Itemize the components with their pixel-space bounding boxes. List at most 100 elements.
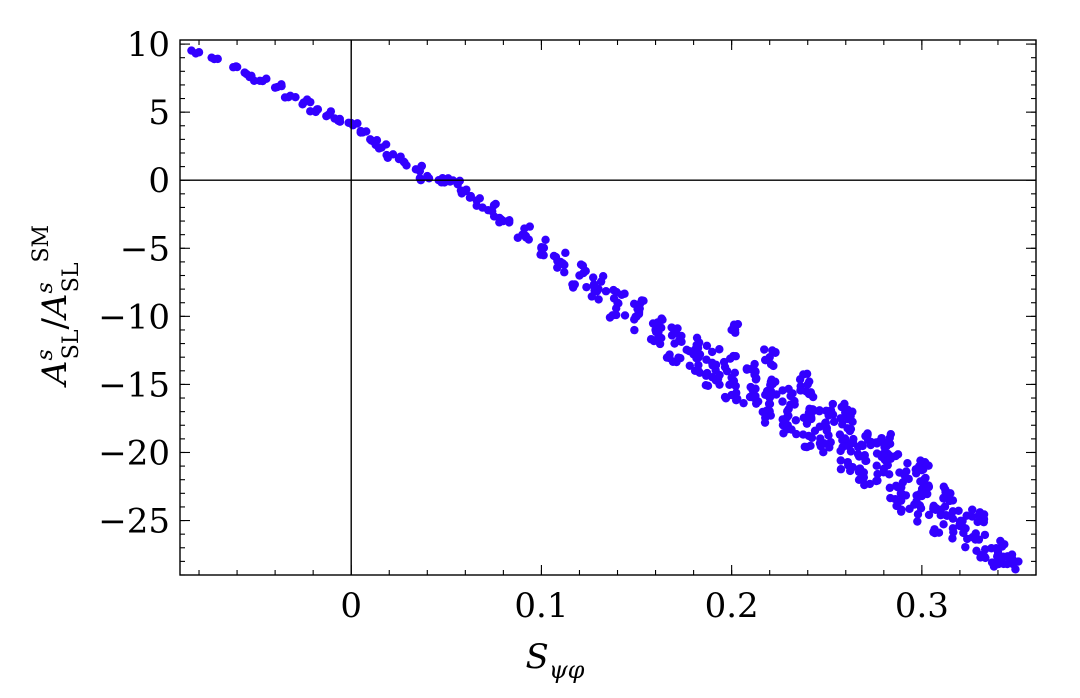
data-point [424,174,434,183]
data-point [561,248,570,258]
data-point [769,361,778,371]
data-point [804,377,814,386]
data-point [862,456,871,465]
data-point [783,407,792,416]
data-point [280,93,290,102]
y-axis-title: AsSL/AsSLSM [29,225,84,388]
data-point [863,436,873,445]
data-point [671,328,681,338]
data-point [804,408,814,418]
data-point [353,119,362,128]
y-axis-title-num-base: A [35,361,75,389]
x-tick-label: 0.2 [705,586,759,626]
data-point [849,434,858,444]
y-tick-label: −20 [98,433,170,473]
data-point [916,477,925,486]
data-point [750,366,760,376]
data-point [853,450,863,459]
data-point [863,429,872,438]
data-point [702,341,712,351]
data-point [730,368,740,378]
data-point [872,461,881,470]
data-point [948,514,958,523]
data-point [611,304,621,313]
data-point [415,166,425,176]
y-tick-label: 10 [127,25,170,65]
data-point [456,186,466,195]
data-point [589,282,599,291]
data-point [277,80,286,89]
data-point [751,384,760,393]
data-point [685,361,695,370]
data-point [761,413,770,422]
y-axis-title-den-sup-s: s [33,282,58,293]
data-point [478,203,487,212]
data-point [836,465,846,474]
data-point [291,92,300,102]
data-point [821,418,830,428]
data-point [873,476,882,485]
data-point [762,386,772,396]
data-point [612,287,621,297]
data-point [438,174,447,183]
data-point [630,325,639,335]
data-point [513,233,523,242]
data-point [819,447,828,457]
data-point [487,207,497,216]
data-point [971,535,980,544]
data-point [725,380,734,389]
data-point [739,398,748,408]
data-point [588,273,598,282]
data-point [815,407,824,416]
x-tick-label: 0 [340,586,362,626]
y-axis-title-den-sup-sm: SM [29,225,54,263]
data-point [711,366,720,375]
data-point [891,451,900,461]
data-point [629,299,639,309]
data-point [249,76,259,85]
data-point [948,534,957,543]
data-point [729,322,738,331]
data-point [751,375,761,384]
data-point [677,337,686,346]
data-point [791,416,801,425]
data-point [620,311,630,320]
y-tick-label: −25 [98,502,170,542]
x-tick-label: 0.1 [514,586,568,626]
data-point [475,194,485,203]
data-point [939,520,948,529]
data-point [570,280,579,289]
data-point [997,542,1007,551]
data-point [924,482,934,492]
data-point [731,381,740,391]
data-point [828,410,838,419]
data-point [989,562,999,571]
data-point [929,527,938,537]
data-point [784,384,793,394]
data-point [654,328,663,337]
data-point [828,399,838,409]
y-tick-label: −5 [120,229,170,269]
data-point [576,260,586,269]
data-point [967,512,977,521]
data-point [916,456,925,465]
data-point [829,417,839,427]
data-point [1011,565,1020,574]
data-point [708,373,717,382]
data-point [778,415,787,424]
data-point [860,480,869,490]
data-point [582,282,591,292]
data-point [958,516,967,526]
data-point [916,504,926,513]
data-point [836,456,845,465]
data-point [923,489,932,499]
data-point [826,438,835,447]
y-axis-title-slash: / [35,318,75,330]
data-point [601,287,611,296]
data-point [1007,550,1017,559]
svg-text:AsSL/AsSLSM: AsSL/AsSLSM [29,225,84,388]
data-point [948,507,958,516]
data-point [883,460,892,470]
data-point [979,510,989,519]
data-point [665,353,674,363]
